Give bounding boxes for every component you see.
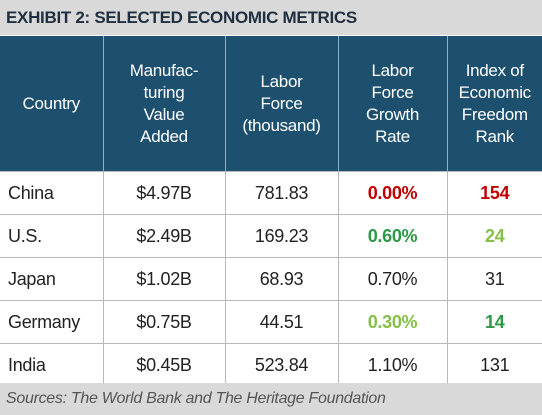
value-cell: $4.97B bbox=[102, 171, 226, 215]
metrics-table: Country Manufac- turing Value Added Labor … bbox=[0, 36, 542, 387]
value-cell: 31 bbox=[446, 257, 542, 301]
highlight-cell: 14 bbox=[446, 300, 542, 344]
source-note: Sources: The World Bank and The Heritage… bbox=[0, 383, 542, 415]
highlight-cell: 0.60% bbox=[337, 214, 448, 258]
country-cell: Germany bbox=[0, 300, 104, 344]
table-row: China $4.97B 781.83 0.00% 154 bbox=[0, 171, 542, 215]
highlight-cell: 154 bbox=[446, 171, 542, 215]
value-cell: $0.75B bbox=[102, 300, 226, 344]
country-cell: India bbox=[0, 343, 104, 387]
header-cell: Labor Force Growth Rate bbox=[337, 36, 447, 172]
value-cell: 44.51 bbox=[224, 300, 339, 344]
value-cell: 68.93 bbox=[224, 257, 339, 301]
value-cell: $0.45B bbox=[102, 343, 226, 387]
table-row: India $0.45B 523.84 1.10% 131 bbox=[0, 343, 542, 387]
value-cell: 169.23 bbox=[224, 214, 339, 258]
title: EXHIBIT 2: SELECTED ECONOMIC METRICS bbox=[0, 0, 542, 36]
header-cell: Labor Force (thousand) bbox=[224, 36, 338, 172]
header-cell: Country bbox=[0, 36, 103, 172]
value-cell: $2.49B bbox=[102, 214, 226, 258]
value-cell: 523.84 bbox=[224, 343, 339, 387]
country-cell: Japan bbox=[0, 257, 104, 301]
header-row: Country Manufac- turing Value Added Labor … bbox=[0, 36, 542, 172]
value-cell: 1.10% bbox=[337, 343, 448, 387]
value-cell: $1.02B bbox=[102, 257, 226, 301]
country-cell: U.S. bbox=[0, 214, 104, 258]
header-cell: Manufac- turing Value Added bbox=[102, 36, 225, 172]
header-cell: Index of Economic Freedom Rank bbox=[446, 36, 542, 172]
value-cell: 781.83 bbox=[224, 171, 339, 215]
table-body: China $4.97B 781.83 0.00% 154 U.S. $2.49B 169.2… bbox=[0, 171, 542, 387]
highlight-cell: 0.30% bbox=[337, 300, 448, 344]
table-row: Germany $0.75B 44.51 0.30% 14 bbox=[0, 300, 542, 344]
table-row: U.S. $2.49B 169.23 0.60% 24 bbox=[0, 214, 542, 258]
highlight-cell: 24 bbox=[446, 214, 542, 258]
table-row: Japan $1.02B 68.93 0.70% 31 bbox=[0, 257, 542, 301]
value-cell: 131 bbox=[446, 343, 542, 387]
value-cell: 0.70% bbox=[337, 257, 448, 301]
country-cell: China bbox=[0, 171, 104, 215]
highlight-cell: 0.00% bbox=[337, 171, 448, 215]
